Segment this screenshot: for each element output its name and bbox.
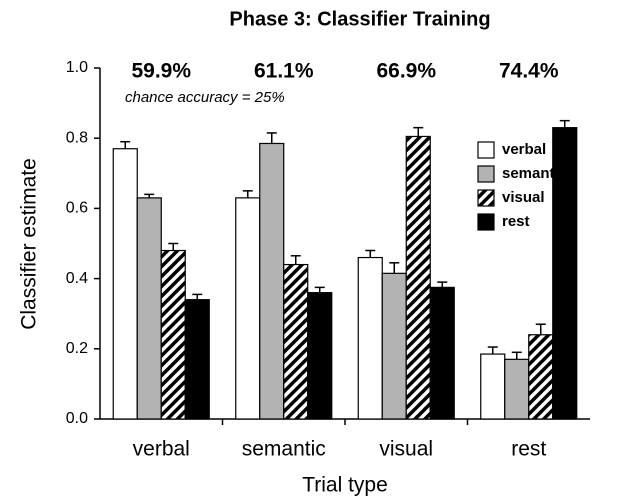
legend-label: semantic (502, 165, 567, 182)
bar (160, 249, 186, 420)
legend-swatch (477, 141, 495, 159)
y-tick-label: 0.0 (66, 410, 88, 427)
y-axis-label: Classifier estimate (18, 158, 41, 330)
x-tick-label: rest (511, 438, 546, 461)
bar (504, 358, 530, 420)
bar (112, 148, 138, 420)
legend-swatch (477, 165, 495, 183)
y-tick-label: 0.2 (66, 340, 88, 357)
y-tick-label: 0.6 (66, 200, 88, 217)
bar (552, 127, 578, 420)
chart-title: Phase 3: Classifier Training (229, 8, 490, 30)
accuracy-annotation: 66.9% (376, 60, 436, 83)
legend-swatch (477, 213, 495, 231)
bar (381, 272, 407, 420)
x-tick-label: visual (379, 438, 433, 461)
y-tick-label: 1.0 (66, 59, 88, 76)
x-tick-label: semantic (242, 438, 326, 461)
bar (405, 135, 431, 420)
x-axis-label: Trial type (302, 474, 388, 497)
bar (235, 197, 261, 420)
bar (528, 334, 554, 420)
y-tick-label: 0.8 (66, 129, 88, 146)
legend-label: verbal (502, 141, 546, 158)
legend-swatch (477, 189, 495, 207)
accuracy-annotation: 59.9% (131, 60, 191, 83)
bar (259, 142, 285, 420)
y-tick-label: 0.4 (66, 270, 88, 287)
accuracy-annotation: 61.1% (254, 60, 314, 83)
bar (184, 299, 210, 420)
bar (307, 292, 333, 420)
x-tick-label: verbal (133, 438, 190, 461)
legend-label: rest (502, 213, 530, 230)
bar (283, 263, 309, 420)
chance-note: chance accuracy = 25% (125, 89, 285, 106)
bar (136, 197, 162, 420)
bar (480, 353, 506, 420)
accuracy-annotation: 74.4% (499, 60, 559, 83)
legend-label: visual (502, 189, 545, 206)
bar (357, 256, 383, 420)
bar (429, 286, 455, 420)
